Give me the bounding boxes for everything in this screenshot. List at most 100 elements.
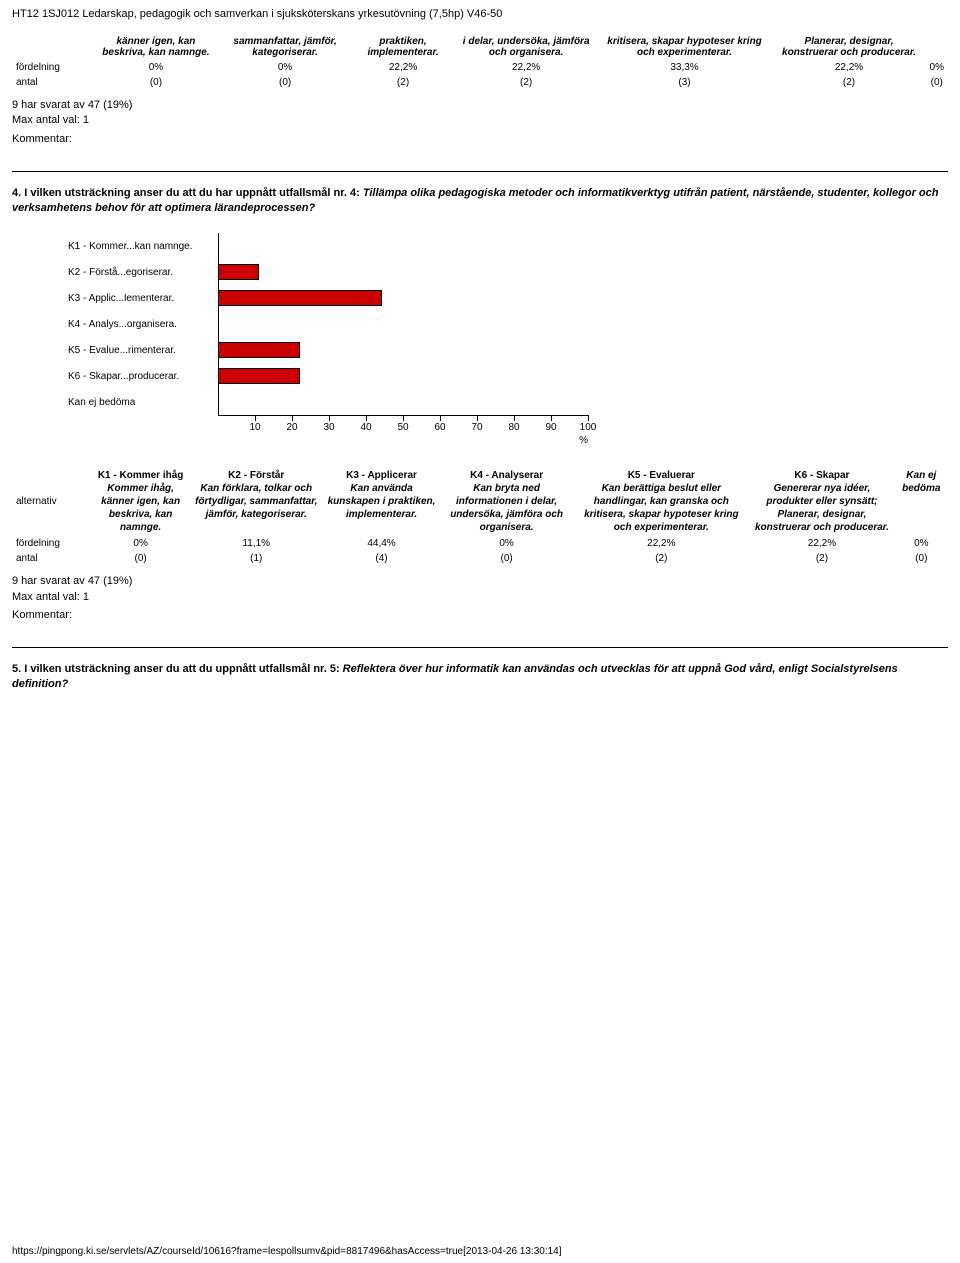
chart-bar xyxy=(218,264,259,280)
t2-antal-label: antal xyxy=(12,551,92,566)
chart-plot-area xyxy=(218,337,588,363)
chart-bar xyxy=(218,290,382,306)
q5-prefix: 5. I vilken utsträckning anser du att du… xyxy=(12,663,343,675)
chart-plot-area xyxy=(218,285,588,311)
chart-row: K6 - Skapar...producerar. xyxy=(68,363,588,389)
chart-bar xyxy=(218,342,300,358)
t1-h3: i delar, undersöka, jämföra och organise… xyxy=(456,34,597,60)
t2-f3: 0% xyxy=(440,536,574,551)
divider-1 xyxy=(12,171,948,172)
chart-tick-label: 50 xyxy=(397,422,408,433)
t1-a3: (2) xyxy=(456,75,597,90)
bar-chart: K1 - Kommer...kan namnge. K2 - Förstå...e… xyxy=(68,233,588,447)
chart-tick-label: 70 xyxy=(471,422,482,433)
q4-prefix: 4. I vilken utsträckning anser du att du… xyxy=(12,187,363,199)
t2-f2: 44,4% xyxy=(323,536,440,551)
chart-tick xyxy=(292,415,293,421)
chart-row: K4 - Analys...organisera. xyxy=(68,311,588,337)
t2-a3: (0) xyxy=(440,551,574,566)
chart-tick xyxy=(588,415,589,421)
chart-tick xyxy=(403,415,404,421)
chart-category-label: K1 - Kommer...kan namnge. xyxy=(68,241,218,252)
chart-tick xyxy=(329,415,330,421)
table-1: känner igen, kan beskriva, kan namnge. s… xyxy=(12,34,948,90)
t1-a2: (2) xyxy=(350,75,455,90)
t2-h4: K5 - Evaluerar Kan berättiga beslut elle… xyxy=(573,467,749,536)
chart-tick-label: 60 xyxy=(434,422,445,433)
t1-h6 xyxy=(925,34,948,60)
responded-2: 9 har svarat av 47 (19%) xyxy=(12,574,948,589)
chart-tick xyxy=(366,415,367,421)
chart-tick xyxy=(477,415,478,421)
chart-category-label: K6 - Skapar...producerar. xyxy=(68,371,218,382)
table-2-antal-row: antal (0) (1) (4) (0) (2) (2) (0) xyxy=(12,551,948,566)
question-5: 5. I vilken utsträckning anser du att du… xyxy=(12,662,948,692)
page-footer: https://pingpong.ki.se/servlets/AZ/cours… xyxy=(12,1246,948,1257)
chart-tick-label: 100 xyxy=(580,422,597,433)
chart-plot-area xyxy=(218,389,588,415)
chart-tick-label: 40 xyxy=(360,422,371,433)
t1-f5: 22,2% xyxy=(773,60,926,75)
t1-a0: (0) xyxy=(92,75,220,90)
footer-url: https://pingpong.ki.se/servlets/AZ/cours… xyxy=(12,1246,562,1257)
chart-row: Kan ej bedöma xyxy=(68,389,588,415)
t1-a4: (3) xyxy=(597,75,773,90)
chart-tick-label: 10 xyxy=(249,422,260,433)
table-2: alternativ K1 - Kommer ihåg Kommer ihåg,… xyxy=(12,467,948,566)
chart-plot-area xyxy=(218,259,588,285)
chart-row: K5 - Evalue...rimenterar. xyxy=(68,337,588,363)
t2-a4: (2) xyxy=(573,551,749,566)
t2-ford-label: fördelning xyxy=(12,536,92,551)
t1-f0: 0% xyxy=(92,60,220,75)
t1-h0: känner igen, kan beskriva, kan namnge. xyxy=(92,34,220,60)
t1-antal-label: antal xyxy=(12,75,92,90)
chart-category-label: K4 - Analys...organisera. xyxy=(68,319,218,330)
t1-h5: Planerar, designar, konstruerar och prod… xyxy=(773,34,926,60)
chart-bar xyxy=(218,368,300,384)
page-header: HT12 1SJ012 Ledarskap, pedagogik och sam… xyxy=(12,8,948,20)
t2-h2: K3 - Applicerar Kan använda kunskapen i … xyxy=(323,467,440,536)
table-1-antal-row: antal (0) (0) (2) (2) (3) (2) (0) xyxy=(12,75,948,90)
chart-tick xyxy=(551,415,552,421)
chart-tick-label: 90 xyxy=(545,422,556,433)
chart-tick xyxy=(440,415,441,421)
chart-row: K2 - Förstå...egoriserar. xyxy=(68,259,588,285)
chart-tick-label: 20 xyxy=(286,422,297,433)
chart-category-label: K3 - Applic...lementerar. xyxy=(68,293,218,304)
chart-category-label: K5 - Evalue...rimenterar. xyxy=(68,345,218,356)
t2-f1: 11,1% xyxy=(189,536,323,551)
t2-f4: 22,2% xyxy=(573,536,749,551)
t2-a5: (2) xyxy=(749,551,894,566)
t2-h0: K1 - Kommer ihåg Kommer ihåg, känner ige… xyxy=(92,467,189,536)
chart-row: K1 - Kommer...kan namnge. xyxy=(68,233,588,259)
chart-category-label: K2 - Förstå...egoriserar. xyxy=(68,267,218,278)
chart-plot-area xyxy=(218,363,588,389)
t1-f6: 0% xyxy=(925,60,948,75)
t1-h1: sammanfattar, jämför, kategoriserar. xyxy=(220,34,350,60)
chart-tick-label: 30 xyxy=(323,422,334,433)
table-2-header-row: alternativ K1 - Kommer ihåg Kommer ihåg,… xyxy=(12,467,948,536)
chart-plot-area xyxy=(218,311,588,337)
chart-plot-area xyxy=(218,233,588,259)
t2-f6: 0% xyxy=(895,536,948,551)
question-4: 4. I vilken utsträckning anser du att du… xyxy=(12,186,948,216)
t1-a1: (0) xyxy=(220,75,350,90)
kommentar-1: Kommentar: xyxy=(12,133,948,145)
chart-x-axis: 102030405060708090100 % xyxy=(218,415,588,447)
t1-h2: praktiken, implementerar. xyxy=(350,34,455,60)
t2-h3: K4 - Analyserar Kan bryta ned informatio… xyxy=(440,467,574,536)
chart-tick xyxy=(514,415,515,421)
divider-2 xyxy=(12,647,948,648)
t2-a2: (4) xyxy=(323,551,440,566)
t1-f3: 22,2% xyxy=(456,60,597,75)
chart-category-label: Kan ej bedöma xyxy=(68,397,218,408)
chart-tick-label: 80 xyxy=(508,422,519,433)
t2-f0: 0% xyxy=(92,536,189,551)
maxval-1: Max antal val: 1 xyxy=(12,113,948,128)
t2-alt-label: alternativ xyxy=(12,467,92,536)
t1-a6: (0) xyxy=(925,75,948,90)
t2-a6: (0) xyxy=(895,551,948,566)
t2-a1: (1) xyxy=(189,551,323,566)
chart-tick xyxy=(255,415,256,421)
t1-f2: 22,2% xyxy=(350,60,455,75)
